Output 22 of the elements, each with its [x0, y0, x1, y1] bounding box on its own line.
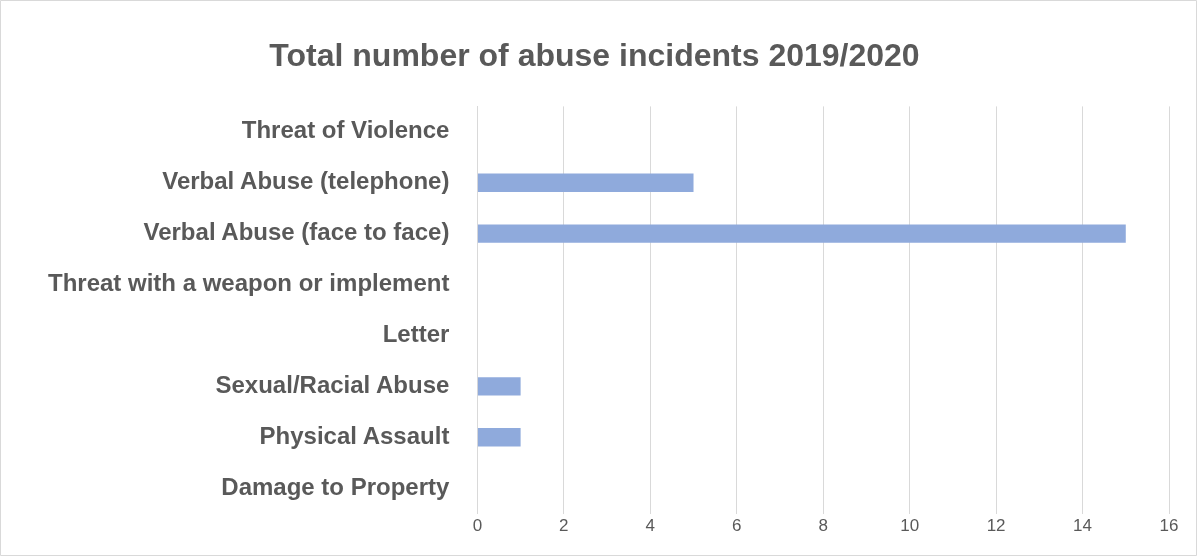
- bar: [477, 428, 521, 447]
- x-tick-label: 4: [645, 516, 656, 536]
- x-tick-label: 8: [818, 516, 828, 536]
- y-tick-label: Sexual/Racial Abuse: [215, 370, 450, 398]
- y-tick-label: Letter: [382, 320, 450, 348]
- bar: [477, 224, 1126, 243]
- bar: [477, 377, 521, 396]
- x-tick-label: 6: [732, 516, 742, 536]
- x-tick-label: 14: [1073, 516, 1093, 536]
- x-tick-label: 12: [986, 516, 1006, 536]
- y-tick-label: Damage to Property: [221, 472, 451, 500]
- x-tick-label: 16: [1159, 516, 1179, 536]
- bar: [477, 173, 694, 192]
- x-tick-label: 2: [559, 516, 569, 536]
- y-tick-label: Threat of Violence: [241, 116, 450, 144]
- x-tick-label: 10: [900, 516, 920, 536]
- y-tick-label: Physical Assault: [259, 421, 450, 449]
- x-tick-label: 0: [472, 516, 483, 536]
- y-tick-label: Threat with a weapon or implement: [48, 269, 450, 297]
- y-tick-label: Verbal Abuse (face to face): [143, 218, 450, 246]
- chart-title: Total number of abuse incidents 2019/2020: [269, 37, 920, 74]
- y-tick-label: Verbal Abuse (telephone): [162, 167, 450, 195]
